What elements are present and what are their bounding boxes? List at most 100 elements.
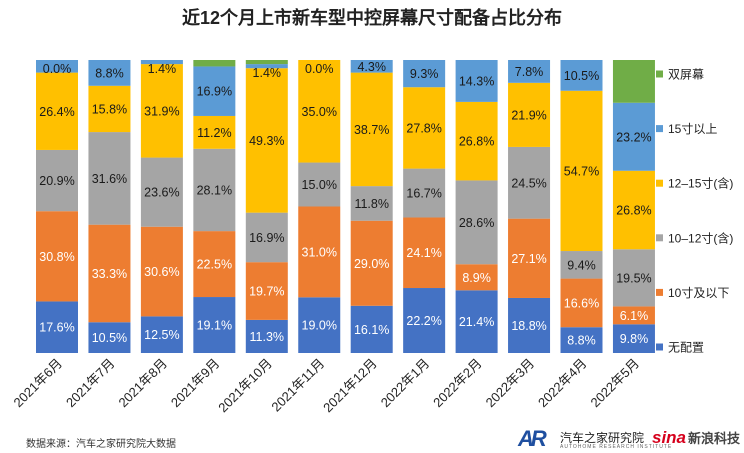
sina-tech-logo: sina 新浪科技	[652, 428, 740, 448]
bar-segment	[88, 322, 131, 353]
bar-segment	[193, 66, 236, 116]
legend-label: 10寸及以下	[668, 286, 729, 300]
data-label: 20.9%	[39, 174, 74, 188]
bar-segment	[403, 60, 446, 88]
x-tick-label: 2022年4月	[535, 356, 590, 411]
data-label: 16.6%	[564, 296, 599, 310]
bar-segment	[298, 297, 341, 353]
data-label: 0.0%	[305, 62, 334, 76]
bar-segment	[455, 290, 498, 353]
legend-swatch	[656, 179, 663, 187]
data-label: 10.5%	[564, 69, 599, 83]
data-label: 18.8%	[511, 319, 546, 333]
data-label: 30.8%	[39, 250, 74, 264]
bar-segment	[560, 251, 603, 279]
data-label: 23.6%	[144, 186, 179, 200]
x-axis-tick-labels: 2021年6月2021年7月2021年8月2021年9月2021年10月2021…	[11, 356, 643, 416]
data-label: 9.3%	[410, 67, 439, 81]
bar-segment	[403, 217, 446, 289]
bar-segment	[612, 324, 655, 353]
bar-segment	[508, 146, 551, 219]
data-label: 0.0%	[43, 62, 72, 76]
bar-segment	[193, 297, 236, 353]
bar-segment	[350, 72, 393, 187]
bar-segment	[36, 149, 78, 212]
x-tick-label: 2021年10月	[215, 356, 275, 416]
bar-segment	[88, 224, 131, 323]
sina-brand-name: 新浪科技	[688, 431, 741, 446]
data-label: 35.0%	[302, 105, 337, 119]
bar-segment	[403, 288, 446, 353]
data-label: 21.4%	[459, 315, 494, 329]
legend-label: 12–15寸(含)	[668, 176, 733, 191]
data-label: 22.2%	[406, 314, 441, 328]
data-label: 27.8%	[406, 121, 441, 135]
legend-label: 15寸以上	[668, 122, 717, 136]
data-label: 31.6%	[92, 172, 127, 186]
bar-segment	[245, 68, 288, 213]
data-label: 16.1%	[354, 323, 389, 337]
bar-segment	[88, 60, 131, 86]
x-tick-label: 2022年5月	[588, 356, 643, 411]
data-label: 11.8%	[354, 197, 389, 211]
bar-segment	[455, 60, 498, 102]
legend-label: 双屏幕	[668, 68, 704, 82]
data-label: 30.6%	[144, 265, 179, 279]
x-tick-label: 2021年8月	[115, 356, 170, 411]
bar-segment	[508, 60, 551, 83]
data-label: 24.1%	[406, 246, 441, 260]
data-label: 15.8%	[92, 102, 127, 116]
data-label: 21.9%	[511, 108, 546, 122]
data-label: 27.1%	[511, 252, 546, 266]
bar-segment	[140, 316, 183, 353]
data-label: 1.4%	[253, 66, 282, 80]
bar-segment	[560, 327, 603, 353]
bar-segment	[298, 206, 341, 298]
autohome-brand-subtitle: AUTOHOME RESEARCH INSTITUTE	[560, 444, 673, 450]
data-label: 8.8%	[95, 66, 124, 80]
bar-segment	[193, 148, 236, 232]
data-label: 11.3%	[250, 330, 285, 344]
bar-segment	[36, 301, 78, 353]
bar-segment	[298, 162, 341, 207]
data-label: 33.3%	[92, 267, 127, 281]
legend-swatch	[656, 343, 663, 351]
data-labels-layer: 17.6% 30.8% 20.9% 26.4% 0.0% 10.5% 33.3% 31.6% 1…	[39, 60, 651, 348]
data-label: 29.0%	[354, 257, 389, 271]
bar-segment	[350, 60, 393, 73]
autohome-brand-name: 汽车之家研究院	[560, 431, 645, 445]
bar-segment	[612, 60, 655, 103]
bar-segment	[508, 297, 551, 353]
bars-layer	[36, 60, 655, 353]
data-source-note: 数据来源：汽车之家研究院大数据	[26, 439, 176, 450]
data-label: 6.1%	[620, 309, 649, 323]
data-label: 19.1%	[197, 319, 232, 333]
bar-segment	[298, 60, 341, 163]
bar-segment	[193, 115, 236, 149]
data-label: 22.5%	[197, 258, 232, 272]
data-label: 16.9%	[197, 85, 232, 99]
bar-segment	[140, 60, 183, 65]
bar-segment	[612, 306, 655, 325]
data-label: 8.9%	[462, 271, 491, 285]
bar-segment	[140, 64, 183, 158]
data-label: 26.8%	[616, 204, 651, 218]
x-tick-label: 2021年11月	[268, 356, 327, 415]
data-label: 26.8%	[459, 135, 494, 149]
x-tick-label: 2022年3月	[483, 356, 538, 411]
bar-segment	[455, 180, 498, 265]
bar-segment	[193, 60, 236, 67]
data-label: 31.9%	[144, 104, 179, 118]
bar-segment	[560, 60, 603, 91]
bar-segment	[350, 220, 393, 306]
data-label: 1.4%	[148, 62, 177, 76]
bar-segment	[245, 212, 288, 263]
chart-title: 近12个月上市新车型中控屏幕尺寸配备占比分布	[181, 8, 563, 28]
bar-segment	[88, 132, 131, 225]
bar-segment	[245, 262, 288, 320]
bar-segment	[245, 64, 288, 69]
bar-segment	[403, 168, 446, 218]
data-label: 12.5%	[144, 328, 179, 342]
